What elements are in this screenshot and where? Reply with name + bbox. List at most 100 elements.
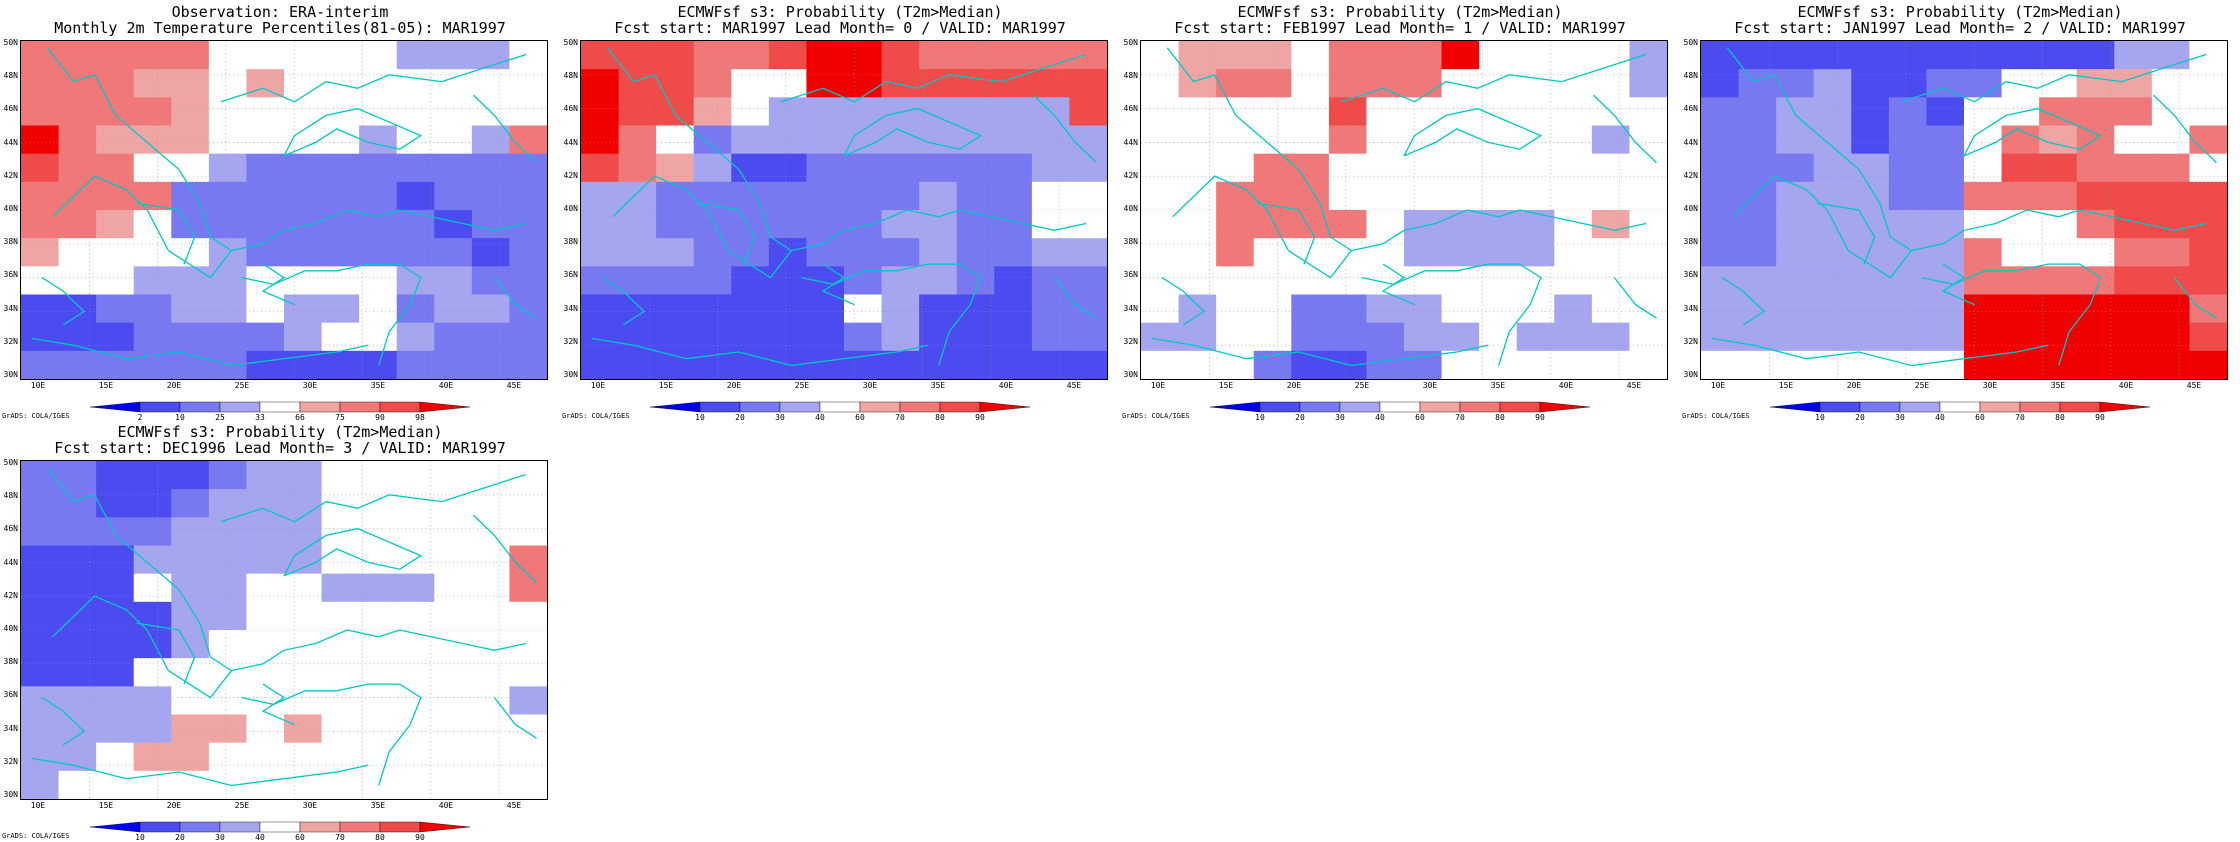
grid-cell — [96, 69, 135, 98]
colorbar-swatch — [1539, 401, 1590, 413]
grid-cell — [208, 658, 248, 687]
grid-cell — [1888, 69, 1928, 98]
panel-title: ECMWFsf s3: Probability (T2m>Median) — [677, 3, 1003, 21]
grid-cell — [1479, 69, 1518, 98]
grid-cell — [509, 97, 547, 127]
grid-cell — [1701, 69, 1740, 98]
grid-cell — [656, 181, 695, 211]
grid-cell — [1701, 181, 1740, 211]
grid-cell — [208, 210, 248, 239]
latitude-label: 44N — [563, 137, 578, 147]
coastline — [1161, 277, 1206, 326]
coastline — [493, 277, 537, 319]
grid-cell — [1926, 153, 1965, 183]
grid-cell — [396, 601, 435, 631]
grid-cell — [471, 461, 511, 490]
grid-cell — [58, 41, 97, 70]
grid-cell — [359, 266, 398, 296]
grid-cell — [731, 125, 770, 155]
map-plot-area — [20, 460, 548, 800]
grid-cell — [1441, 181, 1480, 211]
grid-cell — [1926, 181, 1965, 211]
grid-cell — [806, 210, 845, 239]
grid-cell — [1069, 350, 1107, 379]
colorbar-swatch — [739, 401, 781, 413]
grid-cell — [321, 69, 360, 98]
grid-cell — [768, 181, 808, 211]
grid-cell — [1776, 125, 1815, 155]
colorbar-label: 60 — [1975, 413, 1985, 422]
grid-cell — [994, 181, 1033, 211]
panel-title: ECMWFsf s3: Probability (T2m>Median) — [117, 423, 443, 441]
grid-cell — [731, 97, 770, 127]
grid-cell — [1554, 181, 1593, 211]
grid-cell — [1178, 69, 1217, 98]
grid-cell — [919, 181, 958, 211]
grid-cell — [208, 630, 248, 659]
grads-credit: GrADS: COLA/IGES — [2, 412, 70, 420]
grid-cell — [1888, 238, 1928, 267]
grid-cell — [1141, 294, 1180, 324]
grid-cell — [509, 545, 547, 575]
colorbar — [1770, 401, 2150, 413]
grid-cell — [396, 322, 435, 352]
map-svg — [21, 461, 547, 799]
grid-cell — [1926, 125, 1965, 155]
colorbar-label: 80 — [1495, 413, 1505, 422]
grid-cell — [434, 322, 473, 352]
latitude-label: 48N — [3, 491, 18, 501]
grid-cell — [509, 350, 547, 379]
latitude-label: 48N — [3, 71, 18, 81]
grid-cell — [2151, 238, 2191, 267]
colorbar-label: 10 — [1255, 413, 1265, 422]
grid-cell — [1366, 41, 1405, 70]
grid-cell — [1253, 210, 1292, 239]
grid-cell — [1069, 238, 1107, 267]
colorbar-label: 40 — [255, 833, 265, 842]
grid-cell — [1738, 181, 1777, 211]
grid-cell — [96, 238, 135, 267]
grid-cell — [171, 322, 210, 352]
grid-cell — [171, 238, 210, 267]
grid-cell — [768, 153, 808, 183]
grid-cell — [284, 322, 323, 352]
grid-cell — [1776, 69, 1815, 98]
grid-cell — [208, 573, 248, 603]
coastline — [1963, 107, 2103, 157]
grid-cell — [1776, 322, 1815, 352]
colorbar-label: 20 — [1295, 413, 1305, 422]
coastline — [1381, 263, 1415, 306]
grid-cell — [1069, 69, 1107, 98]
longitude-label: 35E — [930, 381, 946, 390]
grid-cell — [1813, 69, 1852, 98]
grid-cell — [1328, 97, 1368, 127]
grid-cell — [656, 238, 695, 267]
grid-cell — [731, 294, 770, 324]
longitude-label: 45E — [506, 381, 522, 390]
longitude-label: 25E — [1354, 381, 1370, 390]
grid-cell — [2001, 238, 2040, 267]
grid-cell — [1738, 238, 1777, 267]
longitude-label: 10E — [1710, 381, 1726, 390]
grid-cell — [1366, 125, 1405, 155]
grid-cell — [321, 714, 360, 744]
longitude-label: 25E — [234, 381, 250, 390]
grid-cell — [509, 266, 547, 296]
coastline — [1711, 337, 2049, 367]
grid-cell — [1591, 69, 1631, 98]
grid-cell — [2076, 350, 2115, 379]
grid-cell — [1813, 125, 1852, 155]
grid-cell — [246, 658, 285, 687]
grid-cell — [21, 294, 60, 324]
grid-cell — [96, 125, 135, 155]
colorbar-swatch — [1299, 401, 1341, 413]
grid-cell — [96, 294, 135, 324]
grid-cell — [359, 714, 398, 744]
grid-cell — [919, 125, 958, 155]
grid-cell — [21, 601, 60, 631]
grid-cell — [2039, 181, 2078, 211]
longitude-label: 25E — [794, 381, 810, 390]
grid-cell — [396, 97, 435, 127]
colorbar-swatch — [939, 401, 981, 413]
grid-cell — [471, 770, 511, 799]
